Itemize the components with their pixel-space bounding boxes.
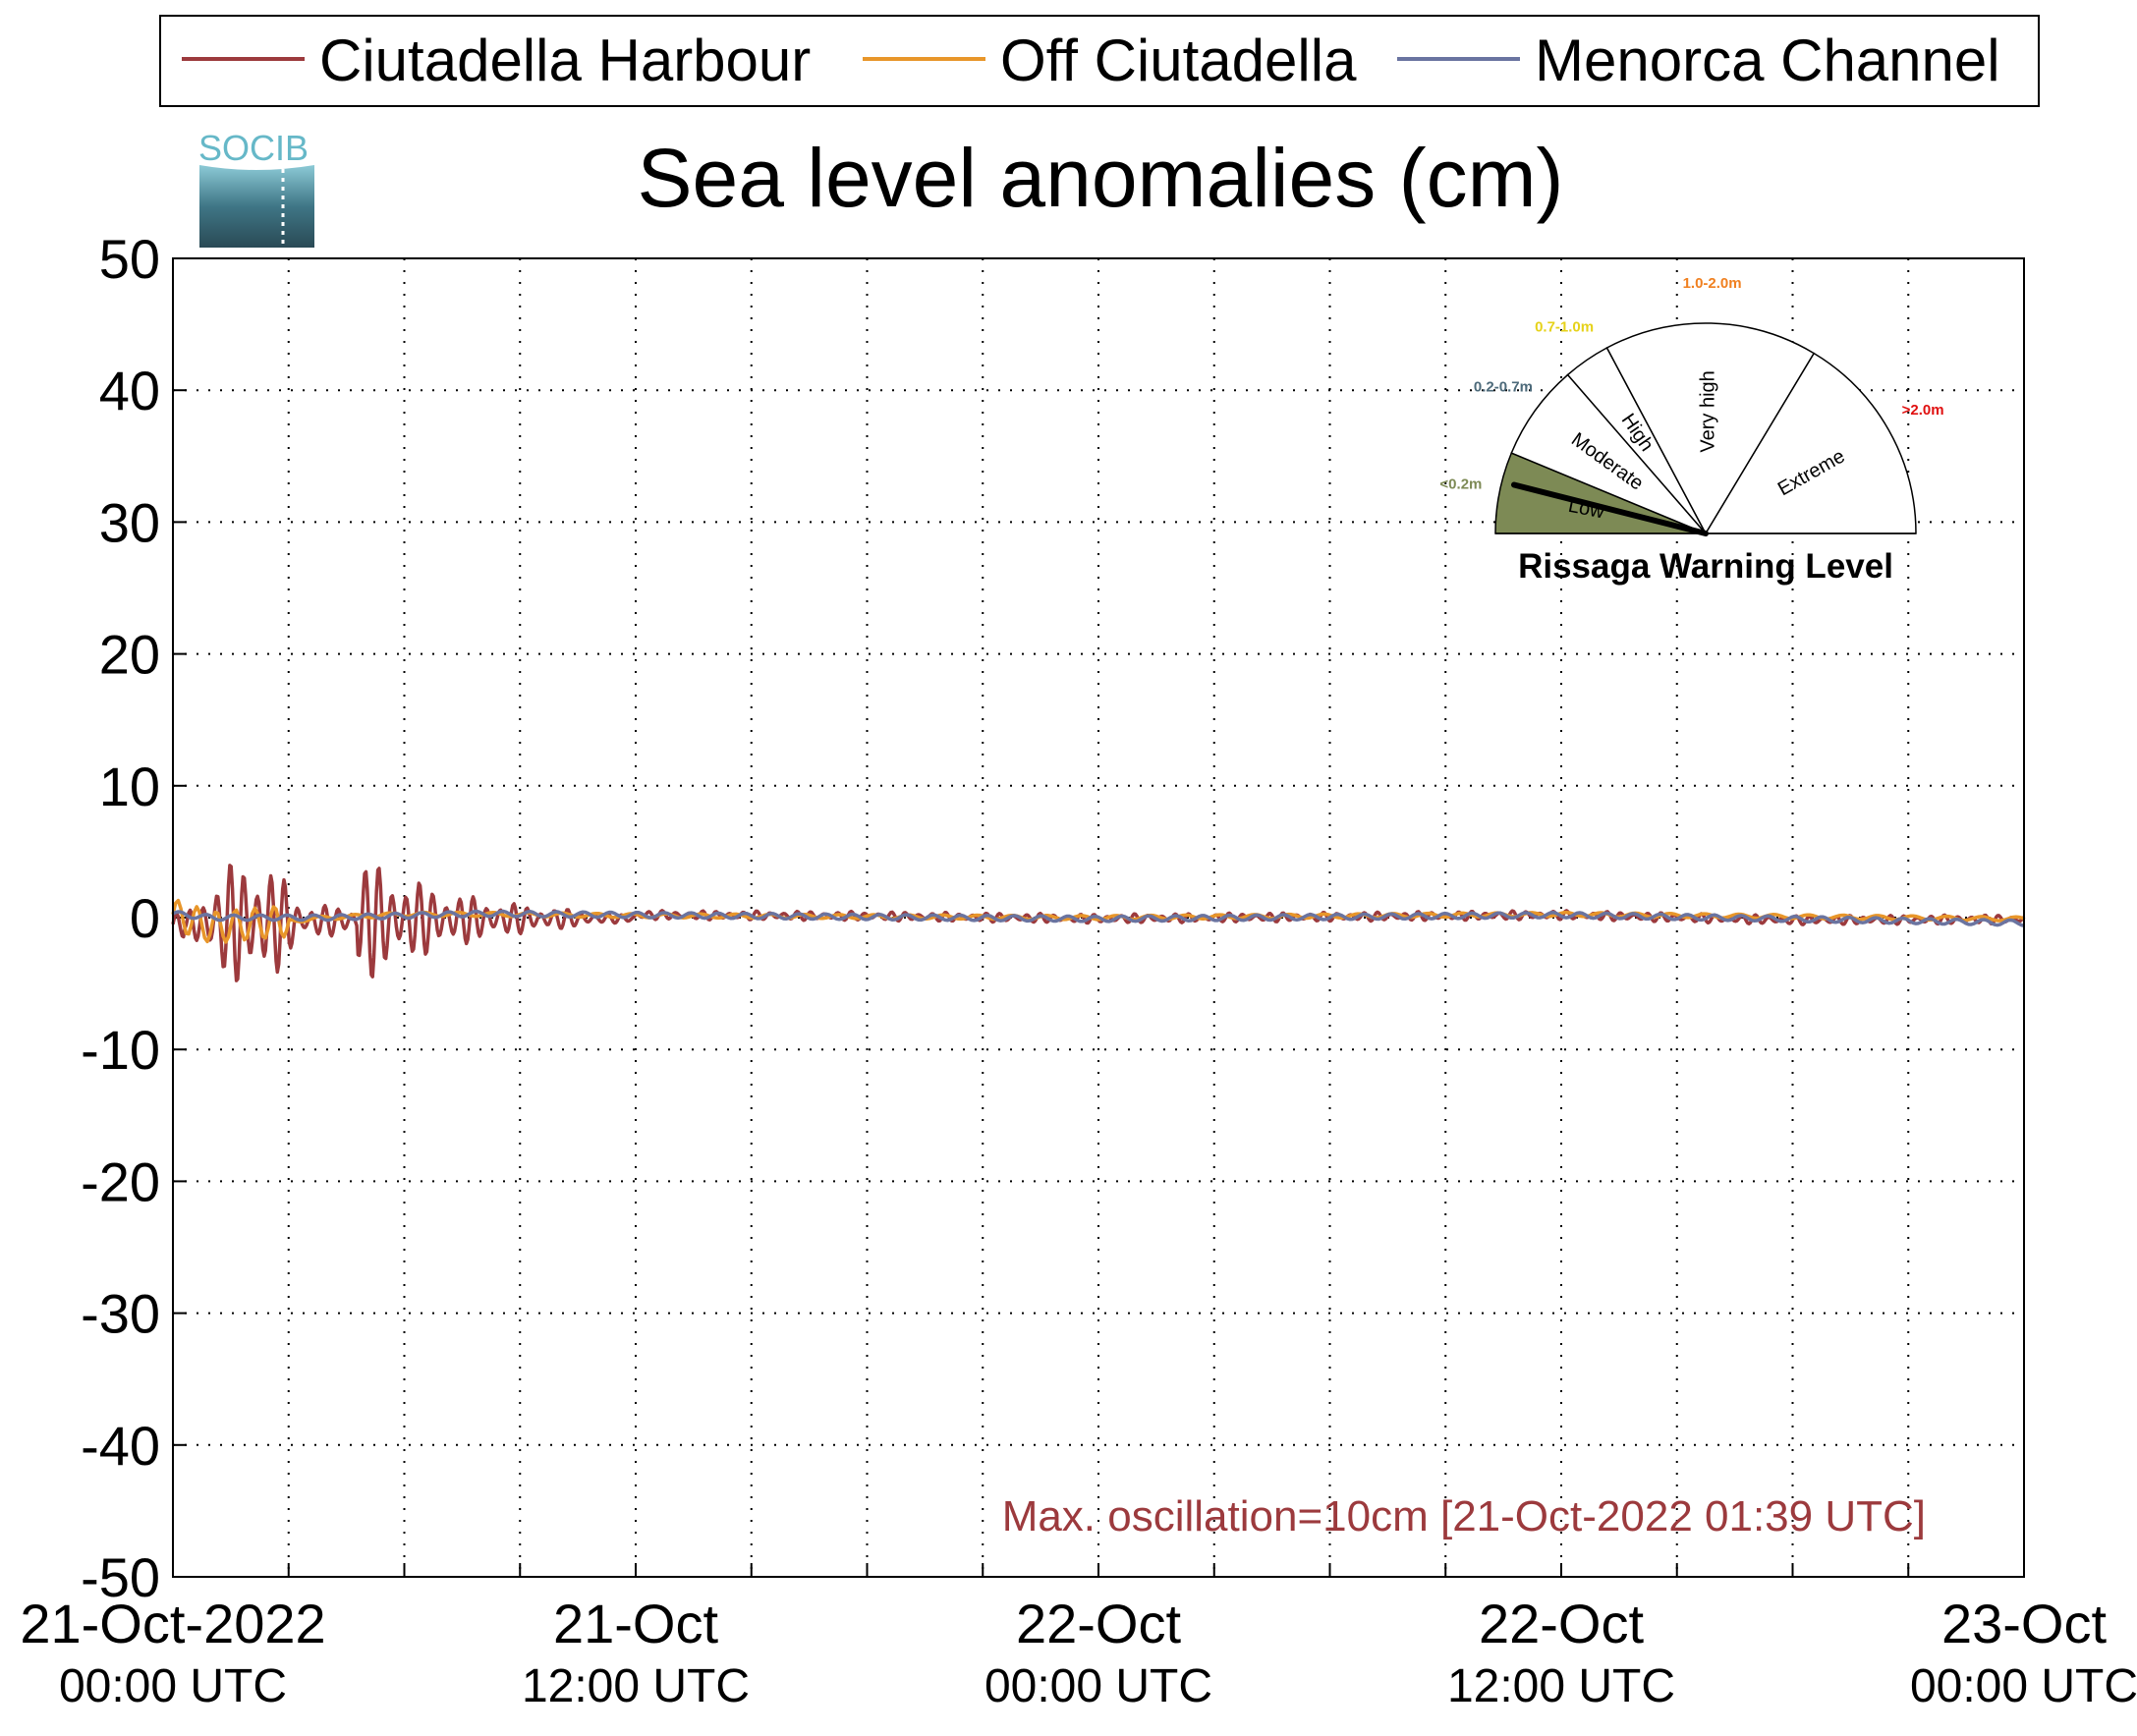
y-tick-label: -30 [81, 1283, 160, 1345]
series-line-menorca-channel [172, 909, 2025, 927]
gauge-title: Rissaga Warning Level [1518, 547, 1893, 586]
x-tick-label-time: 00:00 UTC [59, 1660, 287, 1712]
legend-label-off-ciutadella: Off Ciutadella [1000, 28, 1357, 93]
gauge-category-label: Very high [1697, 370, 1718, 452]
x-axis: 21-Oct-2022 00:00 UTC 21-Oct 12:00 UTC 22-Oc… [20, 1593, 2137, 1712]
x-tick-label-time: 12:00 UTC [1447, 1660, 1675, 1712]
y-tick-label: -10 [81, 1019, 160, 1081]
x-tick-label-date: 21-Oct [553, 1593, 718, 1654]
legend: Ciutadella Harbour Off Ciutadella Menorc… [159, 15, 2040, 107]
plot-frame [172, 257, 2025, 1578]
x-tick-label-date: 22-Oct [1479, 1593, 1644, 1654]
y-tick-label: 50 [99, 228, 160, 290]
chart-title: Sea level anomalies (cm) [637, 132, 1563, 224]
grid [173, 257, 2024, 1578]
y-tick-label: -40 [81, 1415, 160, 1477]
legend-label-menorca-channel: Menorca Channel [1535, 28, 2000, 93]
series-group [171, 864, 2026, 982]
x-tick-label-date: 23-Oct [1941, 1593, 2107, 1654]
y-tick-label: 30 [99, 491, 160, 553]
gauge-needle [1511, 481, 1709, 536]
y-tick-label: -20 [81, 1150, 160, 1212]
gauge-sector-moderate [1510, 373, 1707, 534]
x-tick-label-time: 12:00 UTC [522, 1660, 750, 1712]
gauge-range-label: 0.7-1.0m [1535, 319, 1594, 336]
max-oscillation-annotation: Max. oscillation=10cm [21-Oct-2022 01:39… [1002, 1492, 1926, 1540]
socib-logo: SOCIB [198, 128, 314, 248]
gauge-range-label: 1.0-2.0m [1683, 275, 1742, 292]
x-tick-label-time: 00:00 UTC [984, 1660, 1212, 1712]
gauge-sector-extreme [1704, 352, 1917, 534]
series-line-ciutadella-harbour [171, 864, 2026, 982]
x-tick-label-date: 22-Oct [1016, 1593, 1181, 1654]
x-tick-label-time: 00:00 UTC [1910, 1660, 2137, 1712]
logo-text: SOCIB [198, 128, 309, 168]
gauge-sector-very-high [1605, 322, 1816, 535]
y-tick-label: 40 [99, 360, 160, 421]
legend-label-ciutadella-harbour: Ciutadella Harbour [319, 28, 811, 93]
y-tick-label: 20 [99, 624, 160, 686]
gauge-range-label: >2.0m [1902, 402, 1944, 419]
y-tick-label: 0 [130, 887, 160, 949]
rissaga-warning-gauge: Low<0.2m Moderate0.2-0.7mHigh0.7-1.0mVery… [1439, 275, 1944, 536]
y-axis: 50 40 30 20 10 0 -10 -20 -30 -40 -50 [81, 228, 160, 1608]
y-tick-label: 10 [99, 756, 160, 817]
y-tick-label: -50 [81, 1546, 160, 1608]
x-tick-label-date: 21-Oct-2022 [20, 1593, 325, 1654]
gauge-range-label: <0.2m [1439, 476, 1482, 492]
gauge-range-label: 0.2-0.7m [1474, 379, 1533, 396]
